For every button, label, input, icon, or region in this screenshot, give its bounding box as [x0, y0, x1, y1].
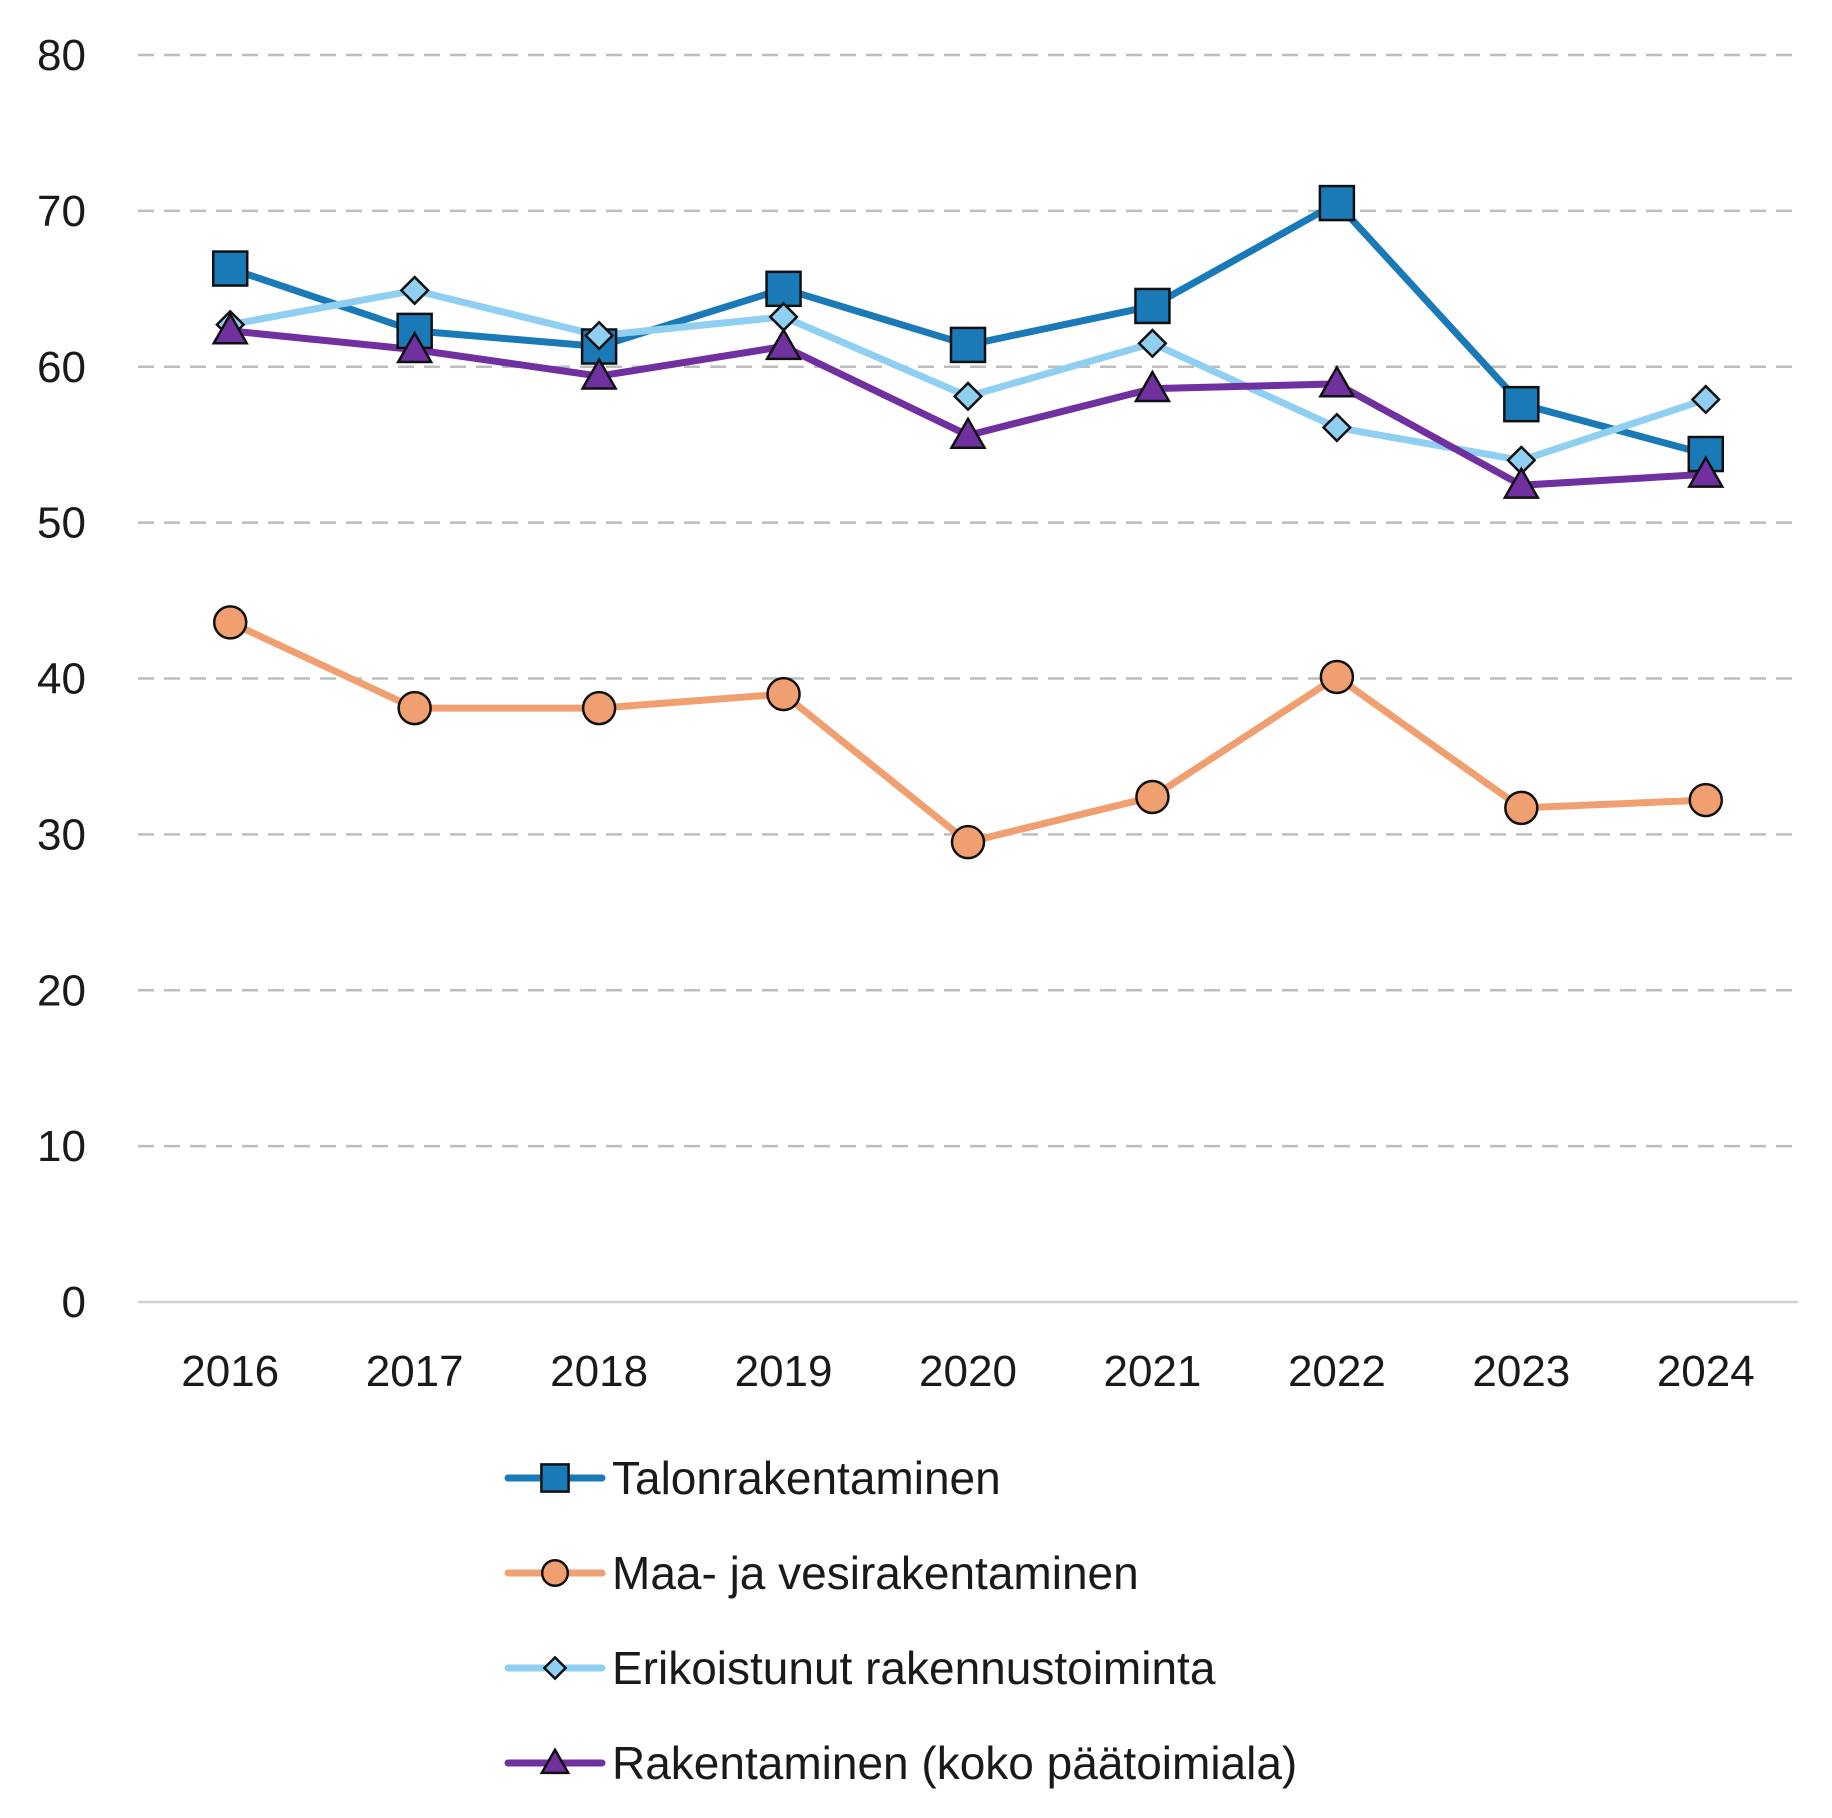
legend-swatch-marker — [542, 1655, 568, 1681]
data-point-erikoistunut-rakennustoiminta — [952, 381, 984, 412]
data-point-erikoistunut-rakennustoiminta — [1137, 328, 1168, 359]
legend-label: Rakentaminen (koko päätoimiala) — [612, 1737, 1297, 1789]
data-point-talonrakentaminen — [1134, 287, 1171, 325]
data-point-maa-ja-vesirakentaminen — [1688, 782, 1724, 818]
x-tick-label: 2016 — [181, 1347, 279, 1396]
gridlines — [138, 53, 1798, 1304]
data-point-talonrakentaminen — [765, 270, 802, 308]
x-tick-label: 2022 — [1288, 1347, 1386, 1396]
data-point-rakentaminen-koko-paatoimiala — [949, 416, 987, 449]
y-tick-label: 60 — [37, 343, 86, 392]
legend-item-talonrakentaminen: Talonrakentaminen — [504, 1452, 1001, 1504]
data-point-maa-ja-vesirakentaminen — [397, 690, 432, 726]
data-point-rakentaminen-koko-paatoimiala — [1502, 466, 1540, 499]
data-point-maa-ja-vesirakentaminen — [766, 676, 801, 712]
y-tick-label: 0 — [62, 1278, 86, 1327]
data-point-erikoistunut-rakennustoiminta — [1321, 412, 1352, 443]
y-tick-label: 50 — [37, 499, 86, 548]
legend: Talonrakentaminen Maa- ja vesirakentamine… — [504, 1452, 1297, 1789]
legend-item-rakentaminen-koko-paatoimiala: Rakentaminen (koko päätoimiala) — [504, 1737, 1297, 1789]
data-point-maa-ja-vesirakentaminen — [1504, 790, 1539, 826]
x-tick-label: 2018 — [550, 1347, 648, 1396]
legend-label: Erikoistunut rakennustoiminta — [612, 1642, 1216, 1694]
data-point-talonrakentaminen — [1503, 385, 1540, 423]
y-tick-label: 40 — [37, 655, 86, 704]
data-point-erikoistunut-rakennustoiminta — [768, 301, 799, 332]
data-point-maa-ja-vesirakentaminen — [581, 690, 617, 726]
data-point-talonrakentaminen — [1318, 184, 1356, 222]
legend-label: Maa- ja vesirakentaminen — [612, 1547, 1139, 1599]
y-axis-ticks: 0 10 20 30 40 50 60 70 80 — [37, 31, 86, 1327]
x-axis-ticks: 2016 2017 2018 2019 2020 2021 2022 2023 2024 — [181, 1347, 1754, 1396]
data-point-maa-ja-vesirakentaminen — [1319, 659, 1355, 695]
x-tick-label: 2021 — [1103, 1347, 1201, 1396]
data-point-maa-ja-vesirakentaminen — [212, 605, 248, 640]
y-tick-label: 20 — [37, 966, 86, 1015]
x-tick-label: 2020 — [919, 1347, 1017, 1396]
data-point-talonrakentaminen — [949, 326, 987, 364]
data-point-talonrakentaminen — [211, 250, 249, 287]
series-line-maa-ja-vesirakentaminen — [226, 618, 1710, 846]
data-point-maa-ja-vesirakentaminen — [1135, 779, 1170, 815]
data-point-erikoistunut-rakennustoiminta — [399, 275, 430, 306]
legend-label: Talonrakentaminen — [612, 1452, 1001, 1504]
x-tick-label: 2017 — [366, 1347, 464, 1396]
data-point-rakentaminen-koko-paatoimiala — [580, 357, 618, 390]
x-tick-label: 2024 — [1657, 1347, 1755, 1396]
data-point-maa-ja-vesirakentaminen — [950, 824, 986, 860]
data-point-erikoistunut-rakennustoiminta — [584, 320, 615, 351]
data-point-rakentaminen-koko-paatoimiala — [1687, 455, 1725, 488]
x-tick-label: 2019 — [735, 1347, 833, 1396]
legend-swatch-marker — [540, 1463, 570, 1493]
data-point-erikoistunut-rakennustoiminta — [1690, 384, 1721, 415]
series-markers — [211, 184, 1725, 860]
y-tick-label: 30 — [37, 810, 86, 859]
data-point-rakentaminen-koko-paatoimiala — [211, 311, 249, 345]
data-point-rakentaminen-koko-paatoimiala — [396, 330, 434, 364]
x-tick-label: 2023 — [1472, 1347, 1570, 1396]
legend-swatch-marker — [539, 1747, 571, 1775]
data-point-rakentaminen-koko-paatoimiala — [764, 327, 803, 361]
legend-swatch-marker — [540, 1558, 570, 1588]
y-tick-label: 10 — [37, 1122, 86, 1171]
legend-item-erikoistunut-rakennustoiminta: Erikoistunut rakennustoiminta — [504, 1642, 1216, 1694]
y-tick-label: 80 — [37, 31, 86, 80]
legend-item-maa-ja-vesirakentaminen: Maa- ja vesirakentaminen — [504, 1547, 1139, 1599]
y-tick-label: 70 — [37, 187, 86, 236]
data-point-rakentaminen-koko-paatoimiala — [1318, 364, 1356, 398]
data-point-rakentaminen-koko-paatoimiala — [1133, 369, 1172, 403]
